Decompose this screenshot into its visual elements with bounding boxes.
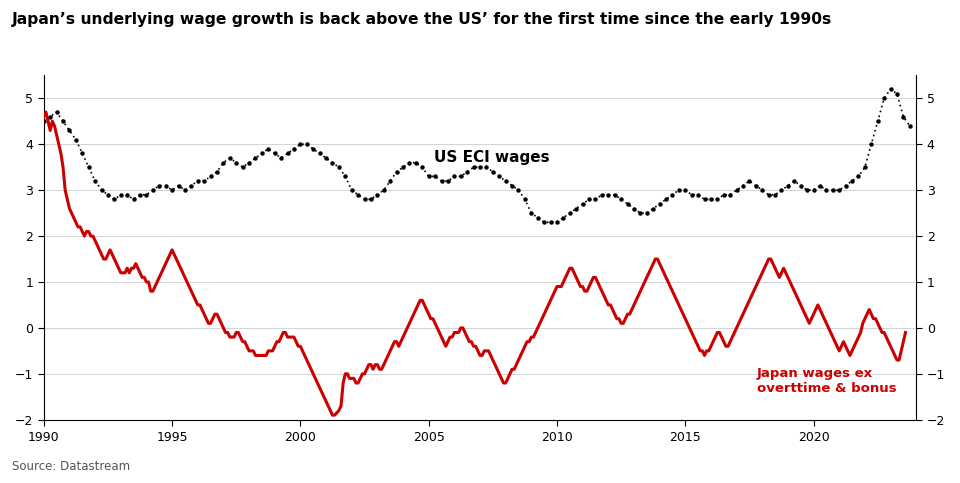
- Text: Japan’s underlying wage growth is back above the US’ for the first time since th: Japan’s underlying wage growth is back a…: [12, 12, 831, 27]
- Text: Japan wages ex
overttime & bonus: Japan wages ex overttime & bonus: [757, 367, 897, 395]
- Text: Source: Datastream: Source: Datastream: [12, 460, 130, 473]
- Text: US ECI wages: US ECI wages: [434, 150, 549, 165]
